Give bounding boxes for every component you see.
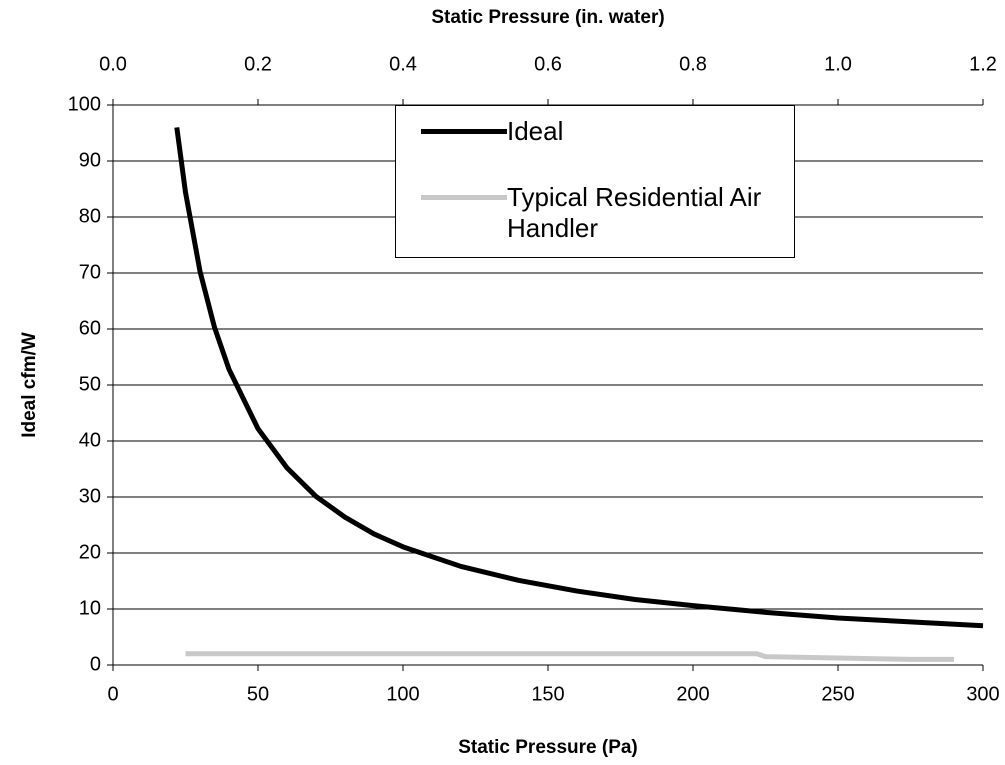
- x2-tick-label: 1.0: [824, 53, 852, 75]
- y-tick-label: 80: [79, 205, 101, 227]
- y-tick-label: 60: [79, 317, 101, 339]
- legend-swatch: [421, 195, 507, 200]
- x-tick-label: 100: [386, 683, 419, 705]
- x-tick-label: 200: [676, 683, 709, 705]
- y-tick-label: 10: [79, 597, 101, 619]
- series-line: [174, 127, 984, 629]
- series-line: [185, 651, 954, 662]
- x2-tick-label: 0.2: [244, 53, 272, 75]
- x-tick-label: 250: [821, 683, 854, 705]
- x2-tick-label: 0.0: [99, 53, 127, 75]
- y-tick-label: 100: [68, 93, 101, 115]
- x-tick-label: 150: [531, 683, 564, 705]
- y-tick-label: 50: [79, 373, 101, 395]
- legend-item: Typical Residential Air Handler: [421, 182, 777, 244]
- legend: Ideal Typical Residential Air Handler: [395, 105, 795, 258]
- x2-tick-label: 0.4: [389, 53, 417, 75]
- x-axis-title: Static Pressure (Pa): [458, 737, 638, 758]
- x2-axis-title: Static Pressure (in. water): [431, 7, 664, 28]
- x-tick-label: 300: [966, 683, 999, 705]
- x-tick-label: 50: [247, 683, 269, 705]
- legend-swatch: [421, 129, 507, 134]
- x2-tick-label: 0.6: [534, 53, 562, 75]
- y-tick-label: 40: [79, 429, 101, 451]
- y-tick-label: 90: [79, 149, 101, 171]
- y-tick-label: 70: [79, 261, 101, 283]
- y-tick-label: 20: [79, 541, 101, 563]
- x2-tick-label: 0.8: [679, 53, 707, 75]
- legend-item: Ideal: [421, 116, 777, 147]
- legend-label: Typical Residential Air Handler: [507, 182, 762, 243]
- y-tick-label: 0: [90, 653, 101, 675]
- x-tick-label: 0: [107, 683, 118, 705]
- y-axis-title: Ideal cfm/W: [19, 332, 40, 438]
- legend-label: Ideal: [507, 116, 564, 146]
- y-tick-label: 30: [79, 485, 101, 507]
- x2-tick-label: 1.2: [969, 53, 997, 75]
